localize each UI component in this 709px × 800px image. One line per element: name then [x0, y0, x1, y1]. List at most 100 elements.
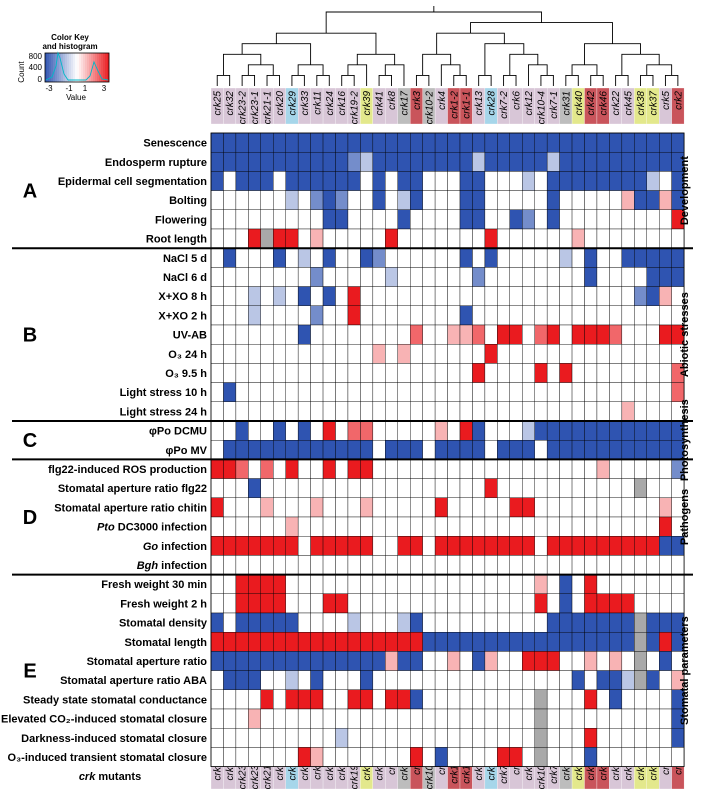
dendrogram-branch — [590, 74, 604, 86]
heatmap-cell-r15-c31 — [596, 420, 610, 441]
column-top-label-crk24: crk24 — [325, 91, 336, 116]
key-swatch — [67, 53, 70, 82]
heatmap-cell-r3-c22 — [484, 190, 498, 211]
heatmap-cell-r12-c13 — [372, 363, 386, 383]
heatmap-cell-r12-c16 — [410, 363, 423, 383]
heatmap-cell-r27-c0 — [210, 651, 224, 671]
heatmap-cell-r13-c23 — [497, 382, 511, 403]
heatmap-cell-r21-c1 — [223, 536, 237, 556]
heatmap-cell-r13-c34 — [634, 382, 647, 403]
heatmap-cell-r9-c0 — [210, 305, 224, 326]
heatmap-cell-r11-c2 — [235, 344, 249, 364]
heatmap-cell-r4-c10 — [335, 209, 349, 230]
key-swatch — [51, 53, 54, 82]
heatmap-cell-r26-c32 — [609, 632, 623, 652]
dendrogram-branch — [478, 74, 492, 86]
heatmap-cell-r6-c24 — [509, 247, 523, 268]
heatmap-cell-r19-c26 — [534, 497, 548, 518]
row-label-x-xo-8-h: X+XO 8 h — [158, 291, 207, 303]
column-bottom-label-crk39: crk39 — [362, 756, 373, 781]
heatmap-cell-r21-c19 — [447, 536, 461, 556]
heatmap-cell-r27-c25 — [522, 651, 535, 671]
heatmap-cell-r4-c20 — [459, 209, 473, 230]
heatmap-cell-r17-c28 — [559, 459, 573, 479]
heatmap-cell-r26-c6 — [285, 632, 299, 652]
heatmap-cell-r31-c26 — [534, 728, 548, 748]
heatmap-cell-r8-c18 — [434, 286, 448, 307]
row-label-x-xo-2-h: X+XO 2 h — [158, 310, 207, 322]
heatmap-cell-r20-c31 — [596, 516, 610, 537]
heatmap-cell-r8-c32 — [609, 286, 623, 307]
row-label-o-24-h: O₃ 24 h — [168, 349, 207, 361]
heatmap-cell-r17-c14 — [385, 459, 398, 479]
heatmap-cell-r1-c20 — [459, 151, 473, 172]
heatmap-cell-r19-c4 — [260, 497, 274, 518]
heatmap-cell-r30-c11 — [347, 708, 361, 729]
heatmap-cell-r20-c30 — [584, 516, 598, 537]
heatmap-cell-r16-c35 — [646, 440, 660, 460]
heatmap-cell-r27-c23 — [497, 651, 511, 671]
heatmap-cell-r2-c29 — [571, 171, 585, 191]
heatmap-cell-r31-c23 — [497, 728, 511, 748]
heatmap-cell-r32-c20 — [459, 747, 473, 767]
heatmap-cell-r17-c1 — [223, 459, 237, 479]
heatmap-cell-r19-c34 — [634, 497, 647, 518]
heatmap-cell-r6-c37 — [671, 247, 685, 268]
heatmap-cell-r8-c13 — [372, 286, 386, 307]
heatmap-cell-r9-c19 — [447, 305, 461, 326]
heatmap-cell-r32-c37 — [671, 747, 685, 767]
heatmap-cell-r22-c28 — [559, 555, 573, 575]
heatmap-cell-r20-c4 — [260, 516, 274, 537]
heatmap-cell-r6-c27 — [546, 247, 560, 268]
heatmap-cell-r22-c21 — [472, 555, 486, 575]
heatmap-cell-r16-c2 — [235, 440, 249, 460]
heatmap-cell-r17-c3 — [248, 459, 262, 479]
heatmap-cell-r15-c3 — [248, 420, 262, 441]
heatmap-cell-r12-c25 — [522, 363, 535, 383]
heatmap-cell-r12-c3 — [248, 363, 262, 383]
heatmap-cell-r6-c10 — [335, 247, 349, 268]
heatmap-cell-r5-c31 — [596, 228, 610, 249]
heatmap-cell-r14-c2 — [235, 401, 249, 422]
heatmap-cell-r18-c30 — [584, 478, 598, 499]
column-top-label-crk1-2: crk1-2 — [449, 91, 460, 119]
heatmap-cell-r16-c30 — [584, 440, 598, 460]
heatmap-cell-r11-c11 — [347, 344, 361, 364]
heatmap-cell-r20-c29 — [571, 516, 585, 537]
heatmap-cell-r28-c7 — [297, 670, 311, 690]
heatmap-cell-r6-c5 — [273, 247, 286, 268]
column-bottom-label-crk31: crk31 — [561, 756, 572, 780]
heatmap-cell-r17-c2 — [235, 459, 249, 479]
heatmap-cell-r2-c9 — [322, 171, 336, 191]
key-swatch — [97, 53, 100, 82]
heatmap-cell-r26-c33 — [621, 632, 635, 652]
heatmap-cell-r18-c20 — [459, 478, 473, 499]
heatmap-cell-r19-c20 — [459, 497, 473, 518]
heatmap-cell-r15-c30 — [584, 420, 598, 441]
key-swatch — [105, 53, 108, 82]
heatmap-cell-r29-c5 — [273, 689, 286, 710]
heatmap-cell-r16-c17 — [422, 440, 436, 460]
heatmap-cell-r8-c36 — [659, 286, 672, 307]
heatmap-cell-r22-c5 — [273, 555, 286, 575]
heatmap-cell-r12-c15 — [397, 363, 411, 383]
heatmap-cell-r9-c32 — [609, 305, 623, 326]
heatmap-cell-r1-c26 — [534, 151, 548, 172]
heatmap-cell-r2-c7 — [297, 171, 311, 191]
heatmap-cell-r30-c29 — [571, 708, 585, 729]
heatmap-cell-r29-c27 — [546, 689, 560, 710]
heatmap-cell-r17-c18 — [434, 459, 448, 479]
heatmap-cell-r16-c33 — [621, 440, 635, 460]
heatmap-cell-r2-c8 — [310, 171, 324, 191]
heatmap-cell-r27-c36 — [659, 651, 672, 671]
heatmap-cell-r3-c18 — [434, 190, 448, 211]
heatmap-cell-r16-c8 — [310, 440, 324, 460]
heatmap-cell-r3-c4 — [260, 190, 274, 211]
heatmap-cell-r20-c19 — [447, 516, 461, 537]
heatmap-cell-r8-c31 — [596, 286, 610, 307]
heatmap-cell-r25-c15 — [397, 612, 411, 633]
heatmap-cell-r27-c12 — [360, 651, 374, 671]
column-top-label-crk17: crk17 — [399, 91, 410, 116]
heatmap-cell-r8-c1 — [223, 286, 237, 307]
column-bottom-label-crk10-4: crk10-4 — [536, 756, 547, 790]
